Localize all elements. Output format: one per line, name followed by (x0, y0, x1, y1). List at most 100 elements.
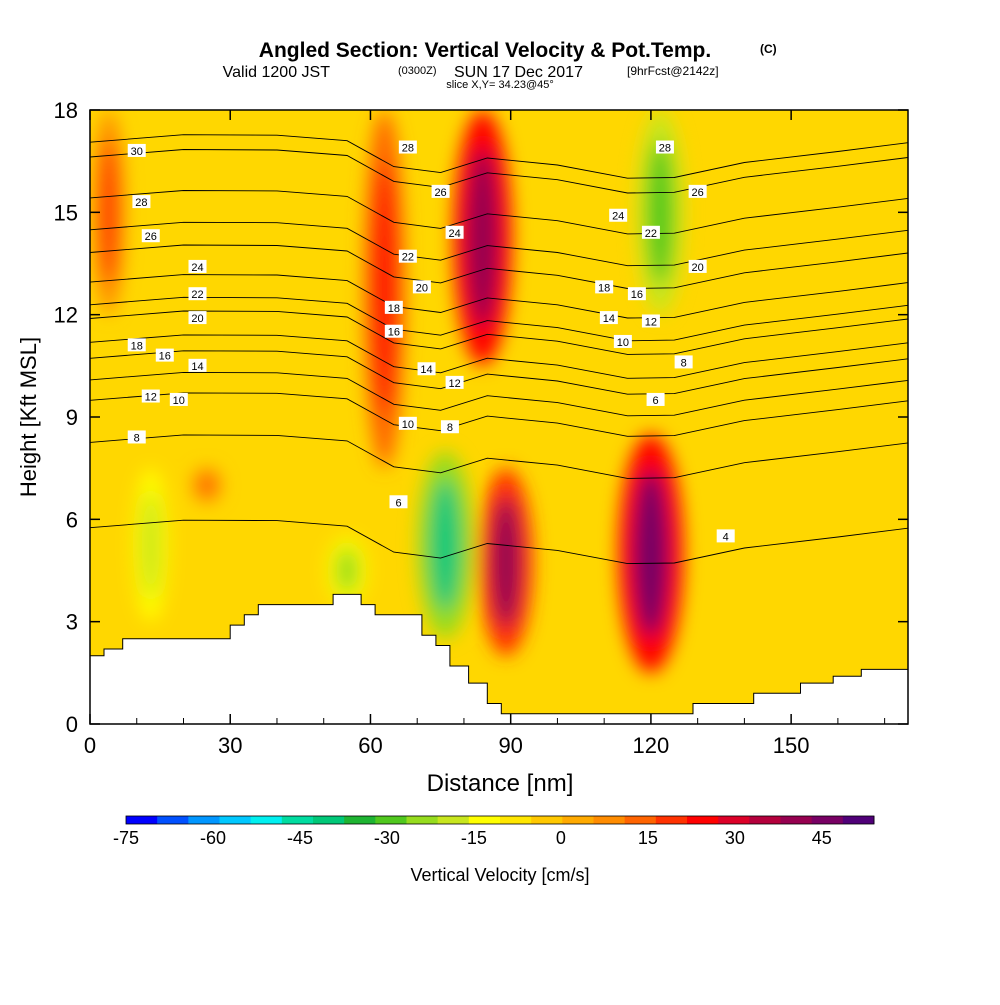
isentrope-label: 14 (420, 364, 432, 376)
colorbar-tick-label: -45 (287, 828, 313, 848)
isentrope-label-box (641, 314, 660, 328)
isentrope-label-box (646, 392, 665, 406)
forecast-label: [9hrFcst@2142z] (627, 64, 719, 78)
isentrope-label: 18 (388, 303, 400, 315)
isentrope-label-box (599, 311, 618, 325)
colorbar-swatch (219, 816, 252, 824)
isentrope-label-box (641, 225, 660, 239)
isentrope-label-box (716, 529, 735, 543)
isentrope-label: 12 (145, 392, 157, 404)
isentrope-label: 6 (395, 497, 401, 509)
isentrope-label: 12 (448, 378, 460, 390)
y-axis-label: Height [Kft MSL] (16, 337, 41, 497)
isentrope-label-box (127, 430, 146, 444)
isentrope-line (90, 134, 908, 179)
colorbar-swatch (250, 816, 283, 824)
isentrope-label-box (688, 259, 707, 273)
isentrope-label: 30 (131, 146, 143, 158)
isentrope-line (90, 519, 908, 565)
isentrope-label-box (431, 184, 450, 198)
colorbar-swatch (562, 816, 594, 824)
colorbar-swatch (780, 816, 813, 824)
isentrope-label-box (188, 287, 207, 301)
isentrope-line (90, 334, 908, 379)
isentrope-label-box (417, 362, 436, 376)
velocity-core (466, 148, 499, 328)
isentrope-label: 26 (434, 187, 446, 199)
isentrope-label: 12 (645, 316, 657, 328)
isentrope-label-box (398, 249, 417, 263)
isentrope-label-box (412, 280, 431, 294)
x-tick-label: 0 (84, 733, 96, 758)
colorbar-swatch (157, 816, 189, 824)
isentrope-label: 24 (448, 228, 460, 240)
isentrope-label-box (127, 143, 146, 157)
colorbar-swatch (624, 816, 657, 824)
velocity-core (336, 546, 358, 595)
velocity-core (429, 479, 461, 611)
isentrope-label: 24 (612, 211, 624, 223)
isentrope-label: 16 (159, 351, 171, 363)
isentrope-line (90, 434, 908, 479)
isentrope-label: 20 (191, 313, 203, 325)
isentrope-line (90, 274, 908, 319)
isentrope-label-box (445, 375, 464, 389)
velocity-core (373, 163, 396, 415)
colorbar-swatch (344, 816, 376, 824)
isentrope-line (90, 149, 908, 194)
isentrope-label-box (389, 495, 408, 509)
colorbar-swatch (500, 816, 532, 824)
x-tick-label: 90 (498, 733, 522, 758)
isentrope-label: 28 (659, 143, 671, 155)
isentrope-label-box (674, 355, 693, 369)
isentrope-label: 10 (173, 395, 185, 407)
isentrope-label-box (155, 348, 174, 362)
isentrope-line (90, 350, 908, 395)
copyright-mark: (C) (760, 42, 777, 56)
isentrope-label: 16 (631, 289, 643, 301)
isentrope-line (90, 310, 908, 355)
isentrope-line (90, 371, 908, 417)
x-tick-label: 120 (633, 733, 670, 758)
velocity-core (491, 496, 521, 628)
velocity-core (99, 140, 118, 284)
colorbar-swatch (531, 816, 563, 824)
isentrope-label-box (613, 334, 632, 348)
isentrope-label: 14 (191, 361, 203, 373)
isentrope-label-box (627, 287, 646, 301)
colorbar-swatch (375, 816, 407, 824)
isentrope-line (90, 244, 908, 289)
isentrope-label: 8 (681, 357, 687, 369)
isentrope-label-box (384, 324, 403, 338)
colorbar-swatch (313, 816, 345, 824)
isentrope-label: 10 (617, 337, 629, 349)
isentrope-label: 18 (598, 282, 610, 294)
isentrope-label-box (609, 208, 628, 222)
colorbar-swatch (281, 816, 314, 824)
y-tick-label: 15 (54, 200, 78, 225)
colorbar-tick-label: 45 (812, 828, 832, 848)
isentrope-label-box (595, 280, 614, 294)
velocity-core (199, 473, 215, 498)
isentrope-label: 26 (145, 231, 157, 243)
isentrope-label-box (398, 416, 417, 430)
isentrope-line (90, 296, 908, 342)
isentrope-label: 8 (447, 422, 453, 434)
y-tick-label: 6 (66, 507, 78, 532)
colorbar-tick-label: 15 (638, 828, 658, 848)
velocity-core (647, 140, 674, 284)
colorbar-swatch (842, 816, 875, 824)
isentrope-label-box (384, 300, 403, 314)
colorbar-swatch (655, 816, 688, 824)
isentrope-label-box (440, 420, 459, 434)
isentrope-label: 22 (191, 289, 203, 301)
terrain-mask (90, 593, 908, 724)
valid-time: Valid 1200 JST (223, 64, 331, 81)
isentrope-label: 8 (134, 432, 140, 444)
colorbar-tick-label: -30 (374, 828, 400, 848)
isentrope-label: 22 (402, 252, 414, 264)
y-tick-label: 0 (66, 712, 78, 737)
